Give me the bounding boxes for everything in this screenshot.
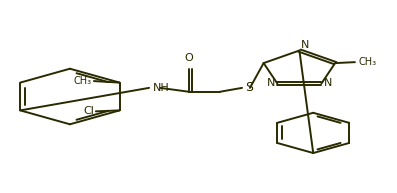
Text: O: O [184,52,193,63]
Text: CH₃: CH₃ [358,57,376,67]
Text: N: N [301,40,309,50]
Text: CH₃: CH₃ [74,76,92,86]
Text: Cl: Cl [83,106,94,116]
Text: N: N [267,78,275,88]
Text: NH: NH [153,83,170,93]
Text: S: S [245,81,253,94]
Text: N: N [324,78,332,88]
